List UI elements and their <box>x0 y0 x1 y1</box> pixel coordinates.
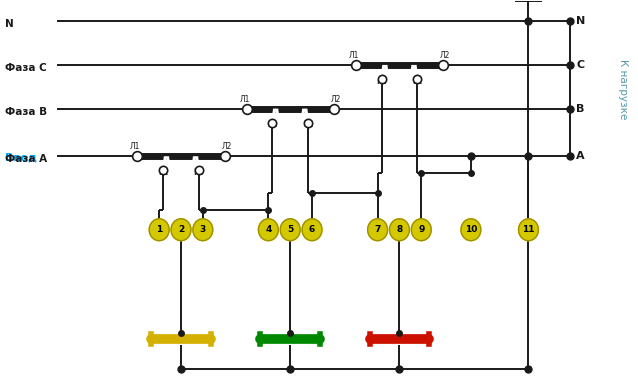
Text: 11: 11 <box>523 225 535 234</box>
Ellipse shape <box>302 219 322 241</box>
Text: Фаза A: Фаза A <box>5 154 47 164</box>
Text: Л2: Л2 <box>330 95 341 104</box>
Text: И2: И2 <box>412 77 422 86</box>
Ellipse shape <box>171 219 191 241</box>
Ellipse shape <box>461 219 481 241</box>
Text: Л1: Л1 <box>239 95 249 104</box>
Text: Фаза B: Фаза B <box>5 107 47 117</box>
Ellipse shape <box>280 219 300 241</box>
Text: Л2: Л2 <box>221 142 232 151</box>
Text: Л1: Л1 <box>130 142 140 151</box>
Text: 4: 4 <box>265 225 272 234</box>
Text: 3: 3 <box>200 225 206 234</box>
Ellipse shape <box>149 219 169 241</box>
Text: Фаза C: Фаза C <box>5 63 47 73</box>
Text: Ввод: Ввод <box>5 152 37 162</box>
Text: 5: 5 <box>287 225 293 234</box>
Text: 9: 9 <box>418 225 424 234</box>
Ellipse shape <box>389 219 410 241</box>
Text: И2: И2 <box>193 168 204 177</box>
Text: И1: И1 <box>376 77 387 86</box>
Text: И1: И1 <box>267 120 278 130</box>
Text: Л1: Л1 <box>348 51 359 60</box>
Text: 8: 8 <box>396 225 403 234</box>
Text: 1: 1 <box>156 225 162 234</box>
Ellipse shape <box>193 219 212 241</box>
Text: B: B <box>576 104 584 114</box>
Text: A: A <box>576 151 585 161</box>
Ellipse shape <box>367 219 387 241</box>
Ellipse shape <box>519 219 538 241</box>
Text: К нагрузке: К нагрузке <box>618 59 628 119</box>
Text: N: N <box>576 16 586 26</box>
Text: И1: И1 <box>158 168 168 177</box>
Text: 7: 7 <box>375 225 381 234</box>
Text: N: N <box>5 19 14 29</box>
Text: Л2: Л2 <box>440 51 450 60</box>
Ellipse shape <box>258 219 278 241</box>
Text: 2: 2 <box>178 225 184 234</box>
Text: C: C <box>576 60 584 70</box>
Text: И2: И2 <box>303 120 313 130</box>
Text: 10: 10 <box>464 225 477 234</box>
Text: 6: 6 <box>309 225 315 234</box>
Ellipse shape <box>412 219 431 241</box>
